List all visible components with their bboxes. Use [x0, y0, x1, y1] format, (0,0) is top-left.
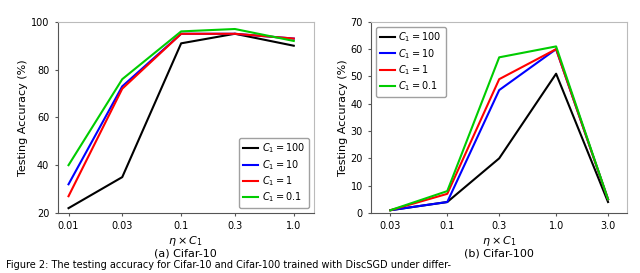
- $C_1 = 1$: [231, 32, 239, 35]
- $C_1 = 10$: [387, 209, 394, 212]
- $C_1 = 10$: [290, 37, 298, 40]
- Line: $C_1 = 100$: $C_1 = 100$: [68, 34, 294, 208]
- $C_1 = 10$: [495, 88, 503, 92]
- $C_1 = 10$: [65, 183, 72, 186]
- Legend: $C_1 = 100$, $C_1 = 10$, $C_1 = 1$, $C_1 = 0.1$: $C_1 = 100$, $C_1 = 10$, $C_1 = 1$, $C_1…: [376, 27, 445, 97]
- $C_1 = 100$: [231, 32, 239, 35]
- Y-axis label: Testing Accuracy (%): Testing Accuracy (%): [338, 59, 348, 176]
- Y-axis label: Testing Accuracy (%): Testing Accuracy (%): [18, 59, 28, 176]
- Line: $C_1 = 1$: $C_1 = 1$: [68, 34, 294, 196]
- $C_1 = 0.1$: [65, 164, 72, 167]
- Line: $C_1 = 0.1$: $C_1 = 0.1$: [390, 46, 608, 210]
- $C_1 = 0.1$: [118, 78, 126, 81]
- $C_1 = 1$: [290, 37, 298, 40]
- $C_1 = 0.1$: [231, 27, 239, 31]
- $C_1 = 0.1$: [604, 198, 612, 201]
- $C_1 = 1$: [604, 198, 612, 201]
- Text: (b) Cifar-100: (b) Cifar-100: [464, 248, 534, 259]
- Text: (a) Cifar-10: (a) Cifar-10: [154, 248, 217, 259]
- $C_1 = 1$: [552, 48, 560, 51]
- $C_1 = 1$: [177, 32, 185, 35]
- $C_1 = 100$: [290, 44, 298, 48]
- X-axis label: $\eta \times C_1$: $\eta \times C_1$: [168, 234, 203, 248]
- $C_1 = 10$: [231, 32, 239, 35]
- Legend: $C_1 = 100$, $C_1 = 10$, $C_1 = 1$, $C_1 = 0.1$: $C_1 = 100$, $C_1 = 10$, $C_1 = 1$, $C_1…: [239, 138, 308, 208]
- $C_1 = 1$: [444, 192, 451, 195]
- $C_1 = 0.1$: [552, 45, 560, 48]
- Line: $C_1 = 10$: $C_1 = 10$: [68, 34, 294, 184]
- $C_1 = 0.1$: [177, 30, 185, 33]
- $C_1 = 0.1$: [290, 39, 298, 43]
- $C_1 = 1$: [495, 78, 503, 81]
- $C_1 = 100$: [65, 206, 72, 210]
- $C_1 = 100$: [118, 176, 126, 179]
- $C_1 = 1$: [118, 87, 126, 90]
- Line: $C_1 = 1$: $C_1 = 1$: [390, 49, 608, 210]
- $C_1 = 10$: [118, 85, 126, 88]
- $C_1 = 0.1$: [495, 56, 503, 59]
- Text: Figure 2: The testing accuracy for Cifar-10 and Cifar-100 trained with DiscSGD u: Figure 2: The testing accuracy for Cifar…: [6, 260, 451, 270]
- Line: $C_1 = 100$: $C_1 = 100$: [390, 74, 608, 210]
- $C_1 = 100$: [444, 200, 451, 204]
- $C_1 = 10$: [604, 198, 612, 201]
- $C_1 = 10$: [552, 48, 560, 51]
- $C_1 = 10$: [444, 200, 451, 204]
- $C_1 = 10$: [177, 32, 185, 35]
- Line: $C_1 = 0.1$: $C_1 = 0.1$: [68, 29, 294, 165]
- $C_1 = 0.1$: [387, 209, 394, 212]
- Line: $C_1 = 10$: $C_1 = 10$: [390, 49, 608, 210]
- X-axis label: $\eta \times C_1$: $\eta \times C_1$: [482, 234, 516, 248]
- $C_1 = 100$: [552, 72, 560, 75]
- $C_1 = 1$: [65, 195, 72, 198]
- $C_1 = 100$: [604, 200, 612, 204]
- $C_1 = 1$: [387, 209, 394, 212]
- $C_1 = 0.1$: [444, 189, 451, 193]
- $C_1 = 100$: [495, 157, 503, 160]
- $C_1 = 100$: [387, 209, 394, 212]
- $C_1 = 100$: [177, 42, 185, 45]
